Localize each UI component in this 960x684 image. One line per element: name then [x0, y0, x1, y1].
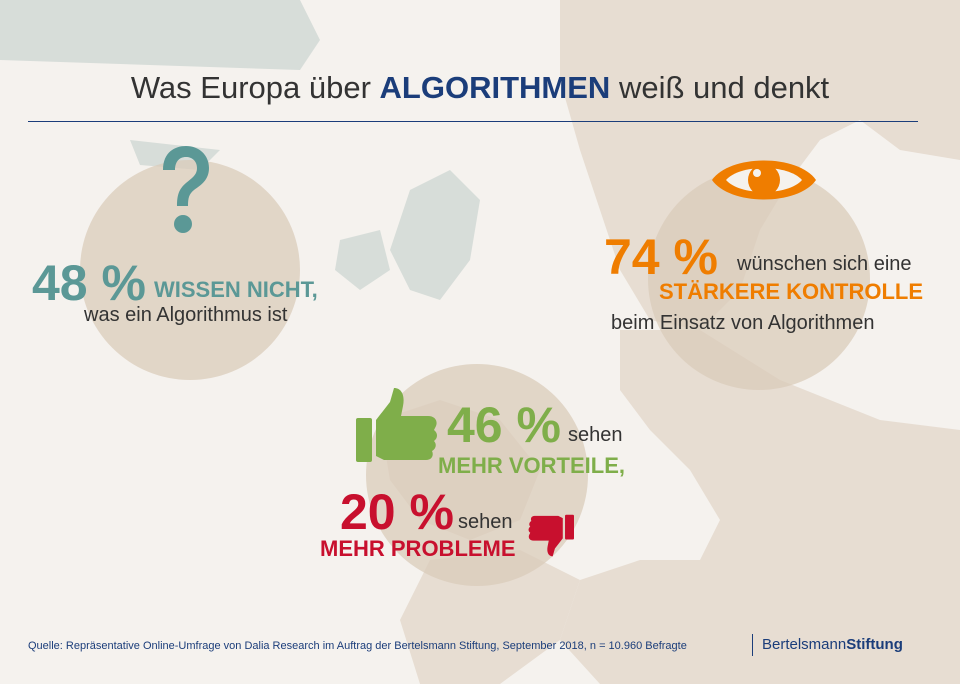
title-emphasis: ALGORITHMEN: [379, 70, 611, 105]
page-title: Was Europa über ALGORITHMEN weiß und den…: [0, 70, 960, 106]
logo-part1: Bertelsmann: [762, 636, 847, 653]
title-prefix: Was Europa über: [130, 70, 371, 105]
bertelsmann-logo: BertelsmannStiftung: [762, 636, 903, 653]
stat-unknown-caps: WISSEN NICHT,: [154, 277, 318, 302]
stat-control-value: 74 %: [604, 229, 718, 285]
stat-advantages-value: 46 %: [447, 397, 561, 453]
stat-control-caps: STÄRKERE KONTROLLE: [659, 279, 923, 304]
logo-divider: [752, 634, 753, 656]
circle-unknown: [80, 160, 300, 380]
stat-advantages-text: sehen: [568, 424, 623, 446]
stat-problems-value: 20 %: [340, 484, 454, 540]
circle-control: [648, 168, 870, 390]
thumbs-down-icon: [528, 514, 574, 557]
thumbs-up-icon: [356, 388, 437, 462]
stat-problems-caps: MEHR PROBLEME: [320, 536, 516, 561]
stat-control-text1: wünschen sich eine: [737, 253, 912, 275]
source-note: Quelle: Repräsentative Online-Umfrage vo…: [28, 640, 687, 652]
logo-part2: Stiftung: [846, 636, 903, 653]
stat-advantages-caps: MEHR VORTEILE,: [438, 453, 626, 478]
title-divider: [28, 121, 918, 122]
eye-icon: [712, 160, 816, 200]
title-suffix: weiß und denkt: [618, 70, 830, 105]
stat-problems-text: sehen: [458, 511, 513, 533]
stat-control-text2: beim Einsatz von Algorithmen: [611, 312, 875, 334]
stat-unknown-value: 48 %: [32, 255, 146, 311]
stat-unknown-text: was ein Algorithmus ist: [84, 304, 288, 326]
question-mark-icon: [163, 146, 209, 233]
